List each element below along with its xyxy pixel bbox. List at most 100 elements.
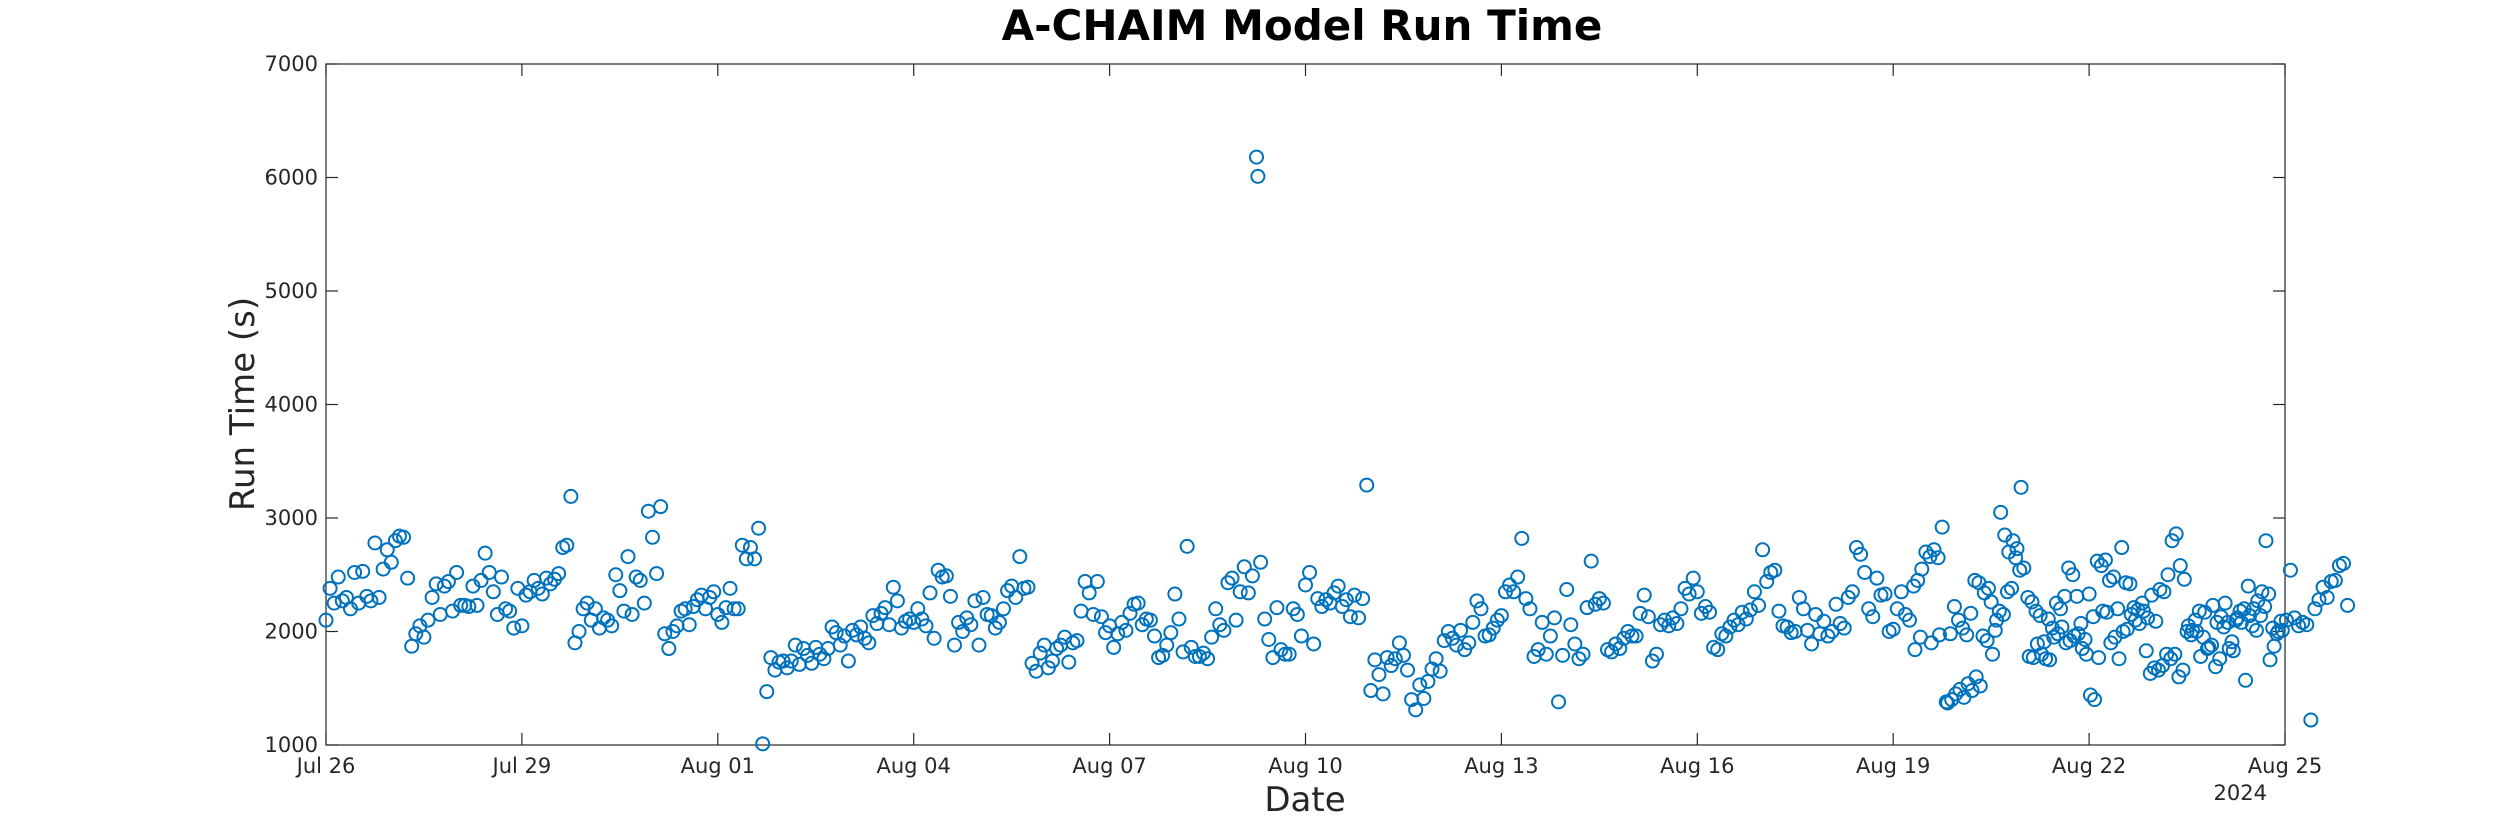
data-point bbox=[1249, 149, 1265, 165]
data-point bbox=[1269, 600, 1285, 616]
data-point bbox=[2073, 616, 2089, 632]
data-point bbox=[2004, 580, 2020, 596]
data-point bbox=[1853, 546, 1869, 562]
data-point bbox=[1902, 612, 1918, 628]
data-point bbox=[1987, 622, 2003, 638]
data-point bbox=[551, 566, 567, 582]
data-point bbox=[1591, 591, 1607, 607]
data-point bbox=[387, 533, 403, 549]
data-point bbox=[1877, 586, 1893, 602]
data-point bbox=[2013, 479, 2029, 495]
data-point bbox=[2099, 604, 2115, 620]
data-point bbox=[2032, 608, 2048, 624]
data-point bbox=[1575, 646, 1591, 662]
data-point bbox=[400, 570, 416, 586]
data-point bbox=[1583, 553, 1599, 569]
data-point bbox=[1130, 595, 1146, 611]
data-point bbox=[657, 626, 673, 642]
data-point bbox=[1371, 667, 1387, 683]
data-point bbox=[1857, 564, 1873, 580]
data-point bbox=[1257, 611, 1273, 627]
data-point bbox=[2189, 624, 2205, 639]
data-point bbox=[1012, 549, 1028, 565]
data-point bbox=[1008, 589, 1024, 605]
data-point bbox=[1342, 609, 1358, 625]
data-point bbox=[453, 597, 469, 613]
data-point bbox=[1653, 617, 1669, 633]
data-point bbox=[2327, 572, 2343, 588]
y-tick-label: 4000 bbox=[265, 393, 318, 417]
data-point bbox=[420, 612, 436, 628]
data-point bbox=[612, 583, 628, 599]
data-point bbox=[1032, 645, 1048, 661]
data-point bbox=[2266, 638, 2282, 654]
data-point bbox=[1200, 651, 1216, 667]
data-point bbox=[1718, 628, 1734, 644]
data-point bbox=[1224, 570, 1240, 586]
data-point bbox=[1567, 636, 1583, 652]
data-point bbox=[355, 563, 371, 579]
data-point bbox=[2238, 672, 2254, 688]
data-point bbox=[1359, 477, 1375, 493]
data-point bbox=[2042, 652, 2058, 668]
data-point bbox=[1061, 654, 1077, 670]
data-point bbox=[2159, 646, 2175, 662]
data-point bbox=[1993, 504, 2009, 520]
data-point bbox=[971, 637, 987, 653]
data-point bbox=[1289, 606, 1305, 622]
data-point bbox=[2172, 558, 2188, 574]
data-point bbox=[587, 601, 603, 617]
data-point bbox=[1689, 584, 1705, 600]
data-point bbox=[1885, 621, 1901, 637]
data-point bbox=[1191, 648, 1207, 664]
data-point bbox=[2212, 651, 2228, 667]
y-tick-label: 3000 bbox=[265, 506, 318, 530]
data-point bbox=[1946, 599, 1962, 615]
data-point bbox=[1542, 628, 1558, 644]
data-point bbox=[2176, 571, 2192, 587]
y-tick-label: 6000 bbox=[265, 166, 318, 190]
data-point bbox=[2070, 626, 2086, 642]
data-point bbox=[1579, 600, 1595, 616]
data-point bbox=[1122, 605, 1138, 621]
data-point bbox=[408, 626, 424, 642]
data-point bbox=[1771, 603, 1787, 619]
data-point bbox=[844, 622, 860, 638]
data-point bbox=[559, 537, 575, 553]
data-point bbox=[514, 618, 530, 634]
data-point bbox=[942, 588, 958, 604]
data-point bbox=[2335, 555, 2351, 571]
data-point bbox=[1351, 610, 1367, 626]
data-point bbox=[436, 578, 452, 594]
data-point bbox=[2282, 562, 2298, 578]
data-point bbox=[1820, 628, 1836, 644]
data-point bbox=[2319, 589, 2335, 605]
data-point bbox=[918, 618, 934, 634]
data-point bbox=[571, 624, 587, 639]
data-point bbox=[1702, 604, 1718, 620]
data-point bbox=[1179, 538, 1195, 554]
data-point bbox=[1171, 611, 1187, 627]
data-point bbox=[1220, 575, 1236, 591]
data-point bbox=[938, 568, 954, 584]
data-point bbox=[1942, 626, 1958, 642]
data-point bbox=[1306, 636, 1322, 652]
data-point bbox=[1118, 622, 1134, 638]
data-point bbox=[322, 580, 338, 596]
data-point bbox=[2291, 618, 2307, 634]
data-point bbox=[783, 653, 799, 669]
data-point bbox=[1379, 650, 1395, 666]
data-point bbox=[681, 617, 697, 633]
data-point bbox=[1093, 609, 1109, 625]
data-point bbox=[995, 601, 1011, 617]
data-point bbox=[2340, 597, 2356, 613]
data-point bbox=[1948, 686, 1964, 702]
data-point bbox=[2246, 601, 2262, 617]
data-point bbox=[1216, 622, 1232, 638]
data-point bbox=[1106, 639, 1122, 655]
data-point bbox=[2160, 567, 2176, 583]
data-point bbox=[2261, 586, 2277, 602]
data-point bbox=[1681, 586, 1697, 602]
data-point bbox=[1755, 542, 1771, 558]
